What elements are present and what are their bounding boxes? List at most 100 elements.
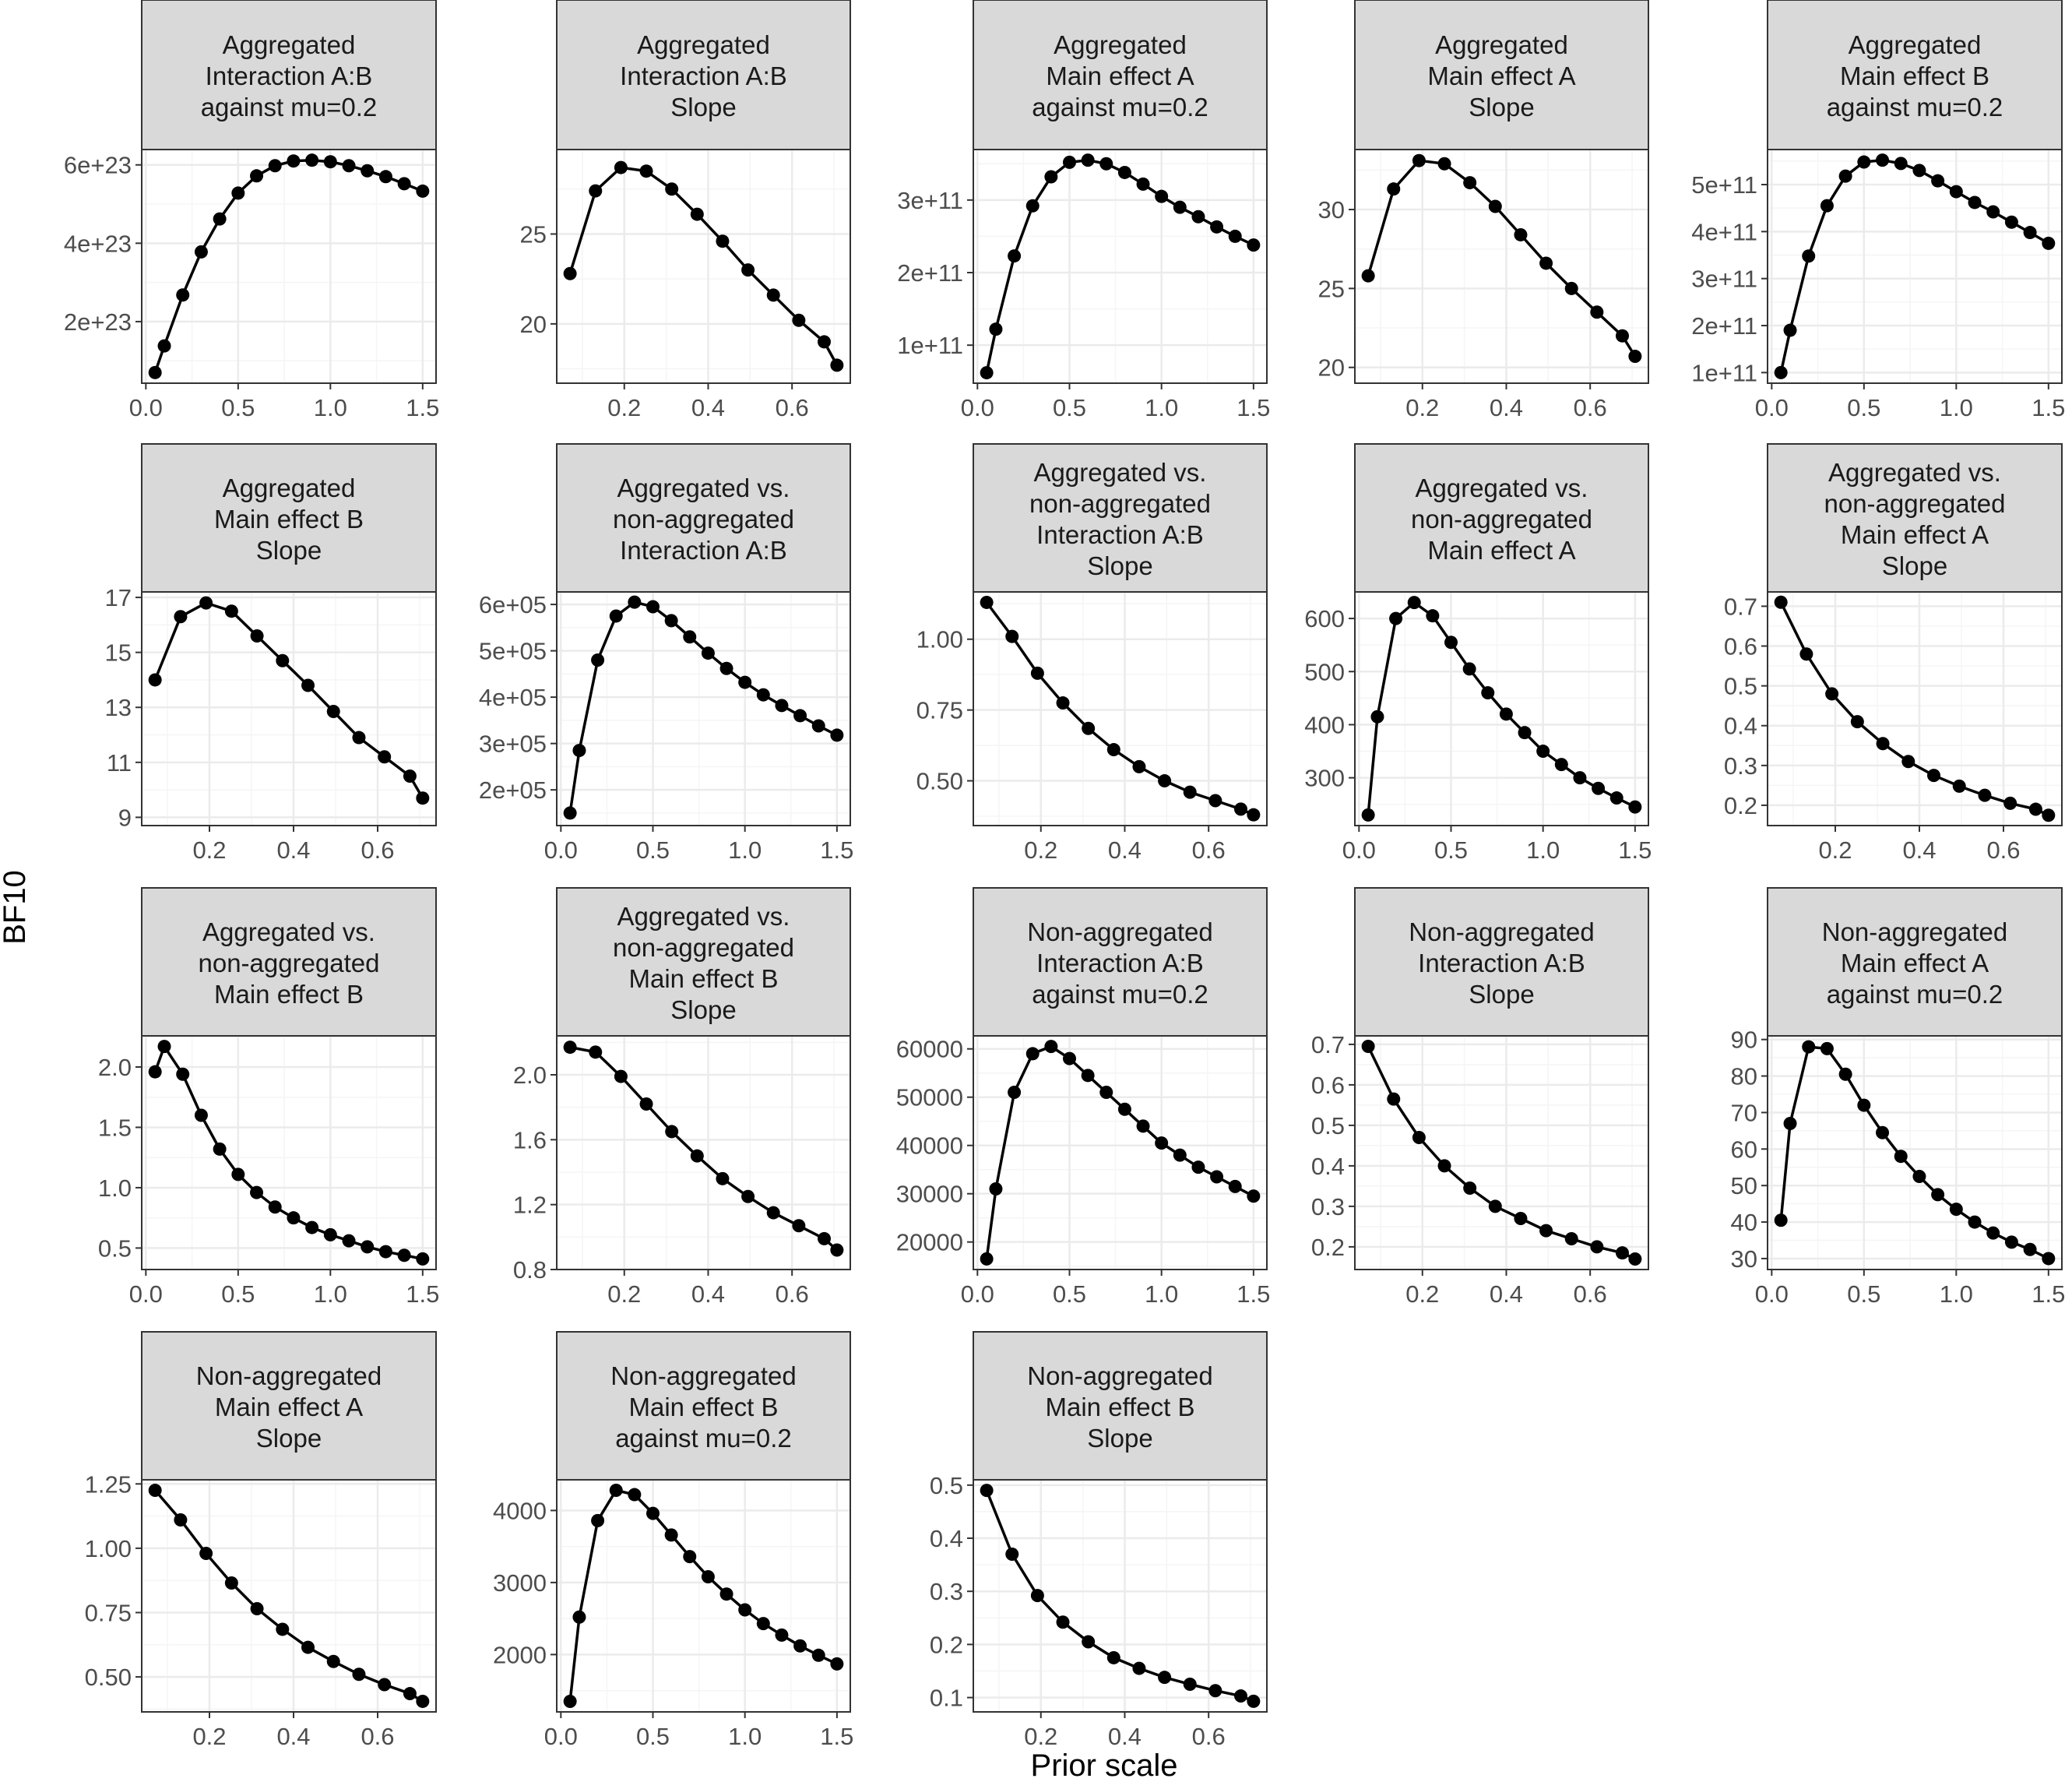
- panel-background: [142, 592, 436, 826]
- data-point: [1361, 269, 1375, 283]
- facet-strip-label-line: against mu=0.2: [1032, 980, 1208, 1009]
- data-point: [1025, 1047, 1040, 1061]
- data-point: [1912, 1169, 1926, 1183]
- facet-strip-label-line: Non-aggregated: [1027, 917, 1213, 946]
- data-point: [416, 1694, 430, 1708]
- y-tick-label: 40000: [896, 1132, 963, 1160]
- data-point: [416, 791, 430, 805]
- data-point: [1155, 189, 1169, 203]
- data-point: [1539, 1224, 1553, 1238]
- facet-strip-label-line: Non-aggregated: [1409, 917, 1595, 946]
- data-point: [1361, 808, 1375, 822]
- data-point: [563, 266, 577, 280]
- x-tick-label: 1.0: [1940, 394, 1973, 421]
- data-point: [1082, 721, 1096, 735]
- y-tick-label: 0.3: [1724, 752, 1757, 780]
- data-point: [416, 184, 430, 198]
- y-tick-label: 1.00: [916, 626, 963, 653]
- data-point: [1927, 769, 1941, 783]
- data-point: [148, 673, 162, 687]
- data-point: [1628, 350, 1642, 364]
- x-tick-label: 0.5: [1847, 1280, 1880, 1308]
- data-point: [1387, 182, 1401, 196]
- data-point: [1008, 249, 1022, 263]
- y-tick-label: 5e+11: [1691, 171, 1757, 199]
- y-tick-label: 0.2: [930, 1631, 963, 1658]
- data-point: [352, 1668, 366, 1682]
- data-point: [572, 744, 586, 758]
- data-point: [342, 159, 356, 173]
- y-tick-label: 400: [1304, 711, 1345, 738]
- x-tick-label: 1.0: [728, 836, 762, 864]
- y-tick-label: 2000: [493, 1641, 547, 1668]
- data-point: [378, 1678, 392, 1692]
- data-point: [176, 1067, 190, 1081]
- data-point: [665, 182, 679, 196]
- x-tick-label: 1.5: [406, 394, 439, 421]
- facet-strip-label-line: against mu=0.2: [201, 93, 378, 121]
- facet-strip-label-line: Aggregated vs.: [202, 917, 375, 946]
- y-tick-label: 1.00: [85, 1535, 132, 1562]
- y-tick-label: 1.0: [98, 1174, 132, 1202]
- data-point: [563, 1041, 577, 1055]
- y-tick-label: 0.50: [85, 1664, 132, 1691]
- data-point: [1208, 794, 1222, 808]
- data-point: [589, 1045, 603, 1059]
- y-tick-label: 20000: [896, 1229, 963, 1256]
- data-point: [416, 1252, 430, 1266]
- x-tick-label: 1.5: [1237, 1280, 1270, 1308]
- panel-background: [1355, 150, 1648, 383]
- data-point: [738, 1603, 752, 1617]
- facet-strip-label-line: Non-aggregated: [1822, 917, 2008, 946]
- data-point: [305, 1220, 319, 1234]
- facet-panel-3: Aggregated Main effect A against mu=0.2 0.0…: [897, 0, 1270, 421]
- data-point: [1099, 1086, 1113, 1100]
- data-point: [1514, 227, 1528, 241]
- data-point: [157, 1040, 171, 1054]
- data-point: [1952, 779, 1966, 793]
- data-point: [224, 1576, 238, 1590]
- data-point: [609, 1484, 623, 1498]
- data-point: [1857, 1098, 1871, 1112]
- data-point: [1968, 1215, 1982, 1229]
- data-point: [1056, 696, 1070, 710]
- data-point: [1774, 1213, 1788, 1227]
- y-tick-label: 50: [1731, 1172, 1757, 1199]
- x-tick-label: 0.2: [607, 394, 641, 421]
- data-point: [1901, 755, 1915, 769]
- x-tick-label: 0.5: [1847, 394, 1880, 421]
- data-point: [793, 709, 807, 723]
- data-point: [1616, 329, 1630, 343]
- data-point: [1005, 1547, 1019, 1561]
- panel-border: [141, 1035, 437, 1270]
- data-point: [2042, 1252, 2056, 1266]
- data-point: [2042, 808, 2056, 822]
- y-tick-label: 1.2: [513, 1192, 547, 1219]
- data-point: [646, 1506, 660, 1520]
- data-point: [268, 1200, 282, 1214]
- data-point: [1986, 1226, 2000, 1240]
- data-point: [1247, 1189, 1261, 1203]
- data-point: [213, 212, 227, 226]
- panel-background: [142, 1036, 436, 1270]
- data-point: [719, 661, 733, 675]
- data-point: [792, 1219, 806, 1233]
- data-point: [1081, 153, 1095, 167]
- x-axis-title: Prior scale: [1031, 1749, 1178, 1783]
- facet-strip-label-line: Slope: [1469, 980, 1534, 1009]
- data-point: [1876, 1125, 1890, 1139]
- x-tick-label: 1.0: [314, 394, 347, 421]
- x-tick-label: 0.4: [1490, 1280, 1523, 1308]
- y-tick-label: 0.1: [930, 1685, 963, 1712]
- y-tick-label: 0.8: [513, 1256, 547, 1284]
- facet-strip-label-line: Main effect A: [1841, 520, 1989, 549]
- facet-strip-label-line: Interaction A:B: [206, 62, 373, 90]
- data-point: [323, 155, 337, 169]
- data-point: [1949, 185, 1963, 199]
- data-point: [2004, 1235, 2018, 1249]
- x-tick-label: 1.5: [2032, 394, 2065, 421]
- data-point: [664, 1528, 678, 1542]
- facet-panels: Aggregated Interaction A:B against mu=0.2 0…: [64, 0, 2065, 1750]
